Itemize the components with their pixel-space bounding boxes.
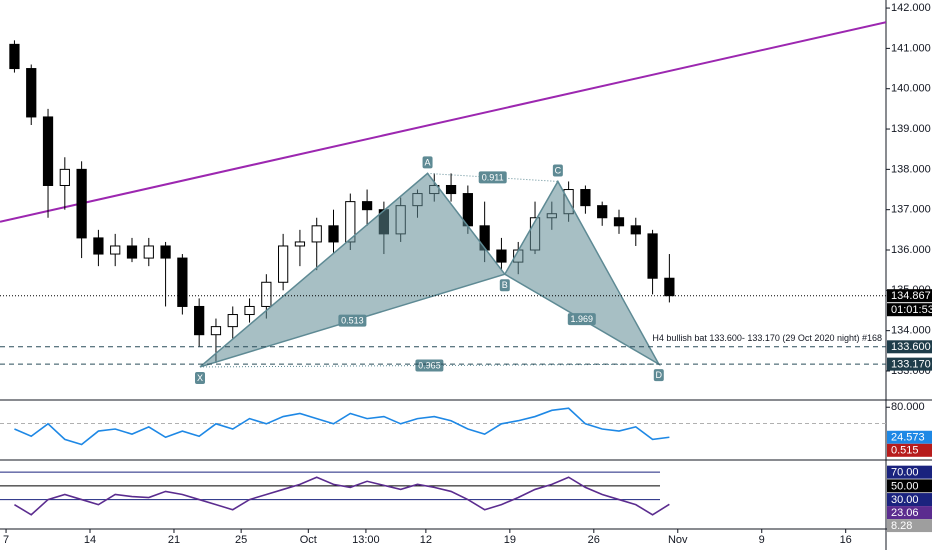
pattern-ratio-bg [338,314,367,327]
indicator-line [14,476,670,516]
candle-body [42,116,54,186]
y-tick-label: 30.00 [891,494,919,506]
candle-body [664,277,675,297]
x-tick-label: 12 [420,534,432,546]
last-price-label: 134.867 [891,290,931,302]
candle-body [496,249,507,263]
plot-area: 0.513 0.911 1.969 0.965 X A B C D H4 bullish bat … [0,21,886,516]
x-tick-label: 25 [235,534,247,546]
candle-body [143,245,154,259]
pattern-point-bg [653,369,664,382]
candle-body [126,245,138,259]
y-tick-label: 138.000 [891,163,931,175]
candle-body [26,68,37,118]
last-value-label: 24.573 [891,432,925,444]
x-tick-label: Nov [668,534,688,546]
pattern-point-label: X [197,373,203,383]
y-tick-label: 70.00 [891,467,919,479]
y-tick-label: 139.000 [891,123,931,135]
candle-body [445,184,457,195]
candle-body [160,245,171,259]
pattern-ratio-bg [415,359,444,372]
pattern-ratio-bg [478,171,507,184]
candle-body [210,326,222,336]
pattern-point-bg [499,279,510,292]
pattern-point-bg [552,164,563,177]
y-tick-label-bg [887,465,932,479]
candle-body [59,168,70,186]
pattern-point-label: B [502,280,508,290]
x-tick-label: 16 [840,534,852,546]
level-label-bg [887,340,932,354]
y-tick-label: 134.000 [891,325,931,337]
y-tick-label: 50.00 [891,480,919,492]
candle-body [294,241,306,247]
last-value-label: 23.06 [891,507,919,519]
candle-body [76,168,87,239]
indicator-line [14,407,670,446]
y-tick-label: 141.000 [891,42,931,54]
x-tick-label: Oct [300,534,317,546]
x-tick-label: 13:00 [352,534,380,546]
y-tick-label-bg [887,493,932,507]
candle-body [613,217,625,227]
x-tick-label: 7 [3,534,9,546]
candle-body [110,245,121,255]
countdown-label-bg [887,303,932,317]
candle-body [328,225,339,243]
pattern-point-label: C [555,165,562,175]
level-label-bg [887,357,932,371]
candle-body [580,189,591,207]
last-price-label-bg [887,289,932,303]
pattern-ratio-line [427,172,558,182]
countdown-label: 01:01:53 [891,304,932,316]
axes: 133.000134.000135.000136.000137.000138.0… [3,2,932,546]
x-tick-label: 19 [504,534,516,546]
secondary-value-label-bg [887,519,932,533]
candle-body [597,205,608,219]
pattern-ratio: 1.969 [571,314,594,324]
x-tick-label: 21 [168,534,180,546]
level-label: 133.170 [891,359,931,371]
candle-body [194,305,205,336]
x-tick-label: 26 [588,534,600,546]
pattern-ratio: 0.965 [418,360,441,370]
candle-body [647,233,658,279]
y-tick-label: 80.000 [891,401,925,413]
trendline [0,21,886,223]
y-tick-label-bg [887,479,932,493]
y-tick-label: 137.000 [891,204,931,216]
candle-body [93,237,104,255]
candle-body [278,245,289,283]
pattern-point-label: D [656,370,663,380]
x-tick-label: 9 [759,534,765,546]
last-value-label-bg [887,506,932,520]
candle-body [261,281,272,307]
candle-body [227,314,238,328]
y-tick-label: 136.000 [891,244,931,256]
pattern-ratio: 0.513 [341,315,364,325]
secondary-value-label: 0.515 [891,445,919,457]
candle-body [244,305,255,316]
y-tick-label: 140.000 [891,83,931,95]
pattern-ratio: 0.911 [482,172,504,182]
annotation: H4 bullish bat 133.600- 133.170 (29 Oct … [652,333,882,343]
secondary-value-label-bg [887,443,932,457]
candle-body [630,225,641,235]
candle-body [361,201,373,211]
pattern-point-bg [195,371,206,384]
pattern-ratio-bg [567,313,596,326]
candle-body [177,257,188,307]
x-tick-label: 14 [84,534,96,546]
pattern-point-bg [422,156,433,169]
level-label: 133.600 [891,341,931,353]
y-tick-label: 142.000 [891,2,931,14]
candle-body [9,43,20,70]
pattern-point-label: A [425,157,431,167]
secondary-value-label: 8.28 [891,520,912,532]
last-value-label-bg [887,430,932,444]
candle-body [311,225,322,243]
